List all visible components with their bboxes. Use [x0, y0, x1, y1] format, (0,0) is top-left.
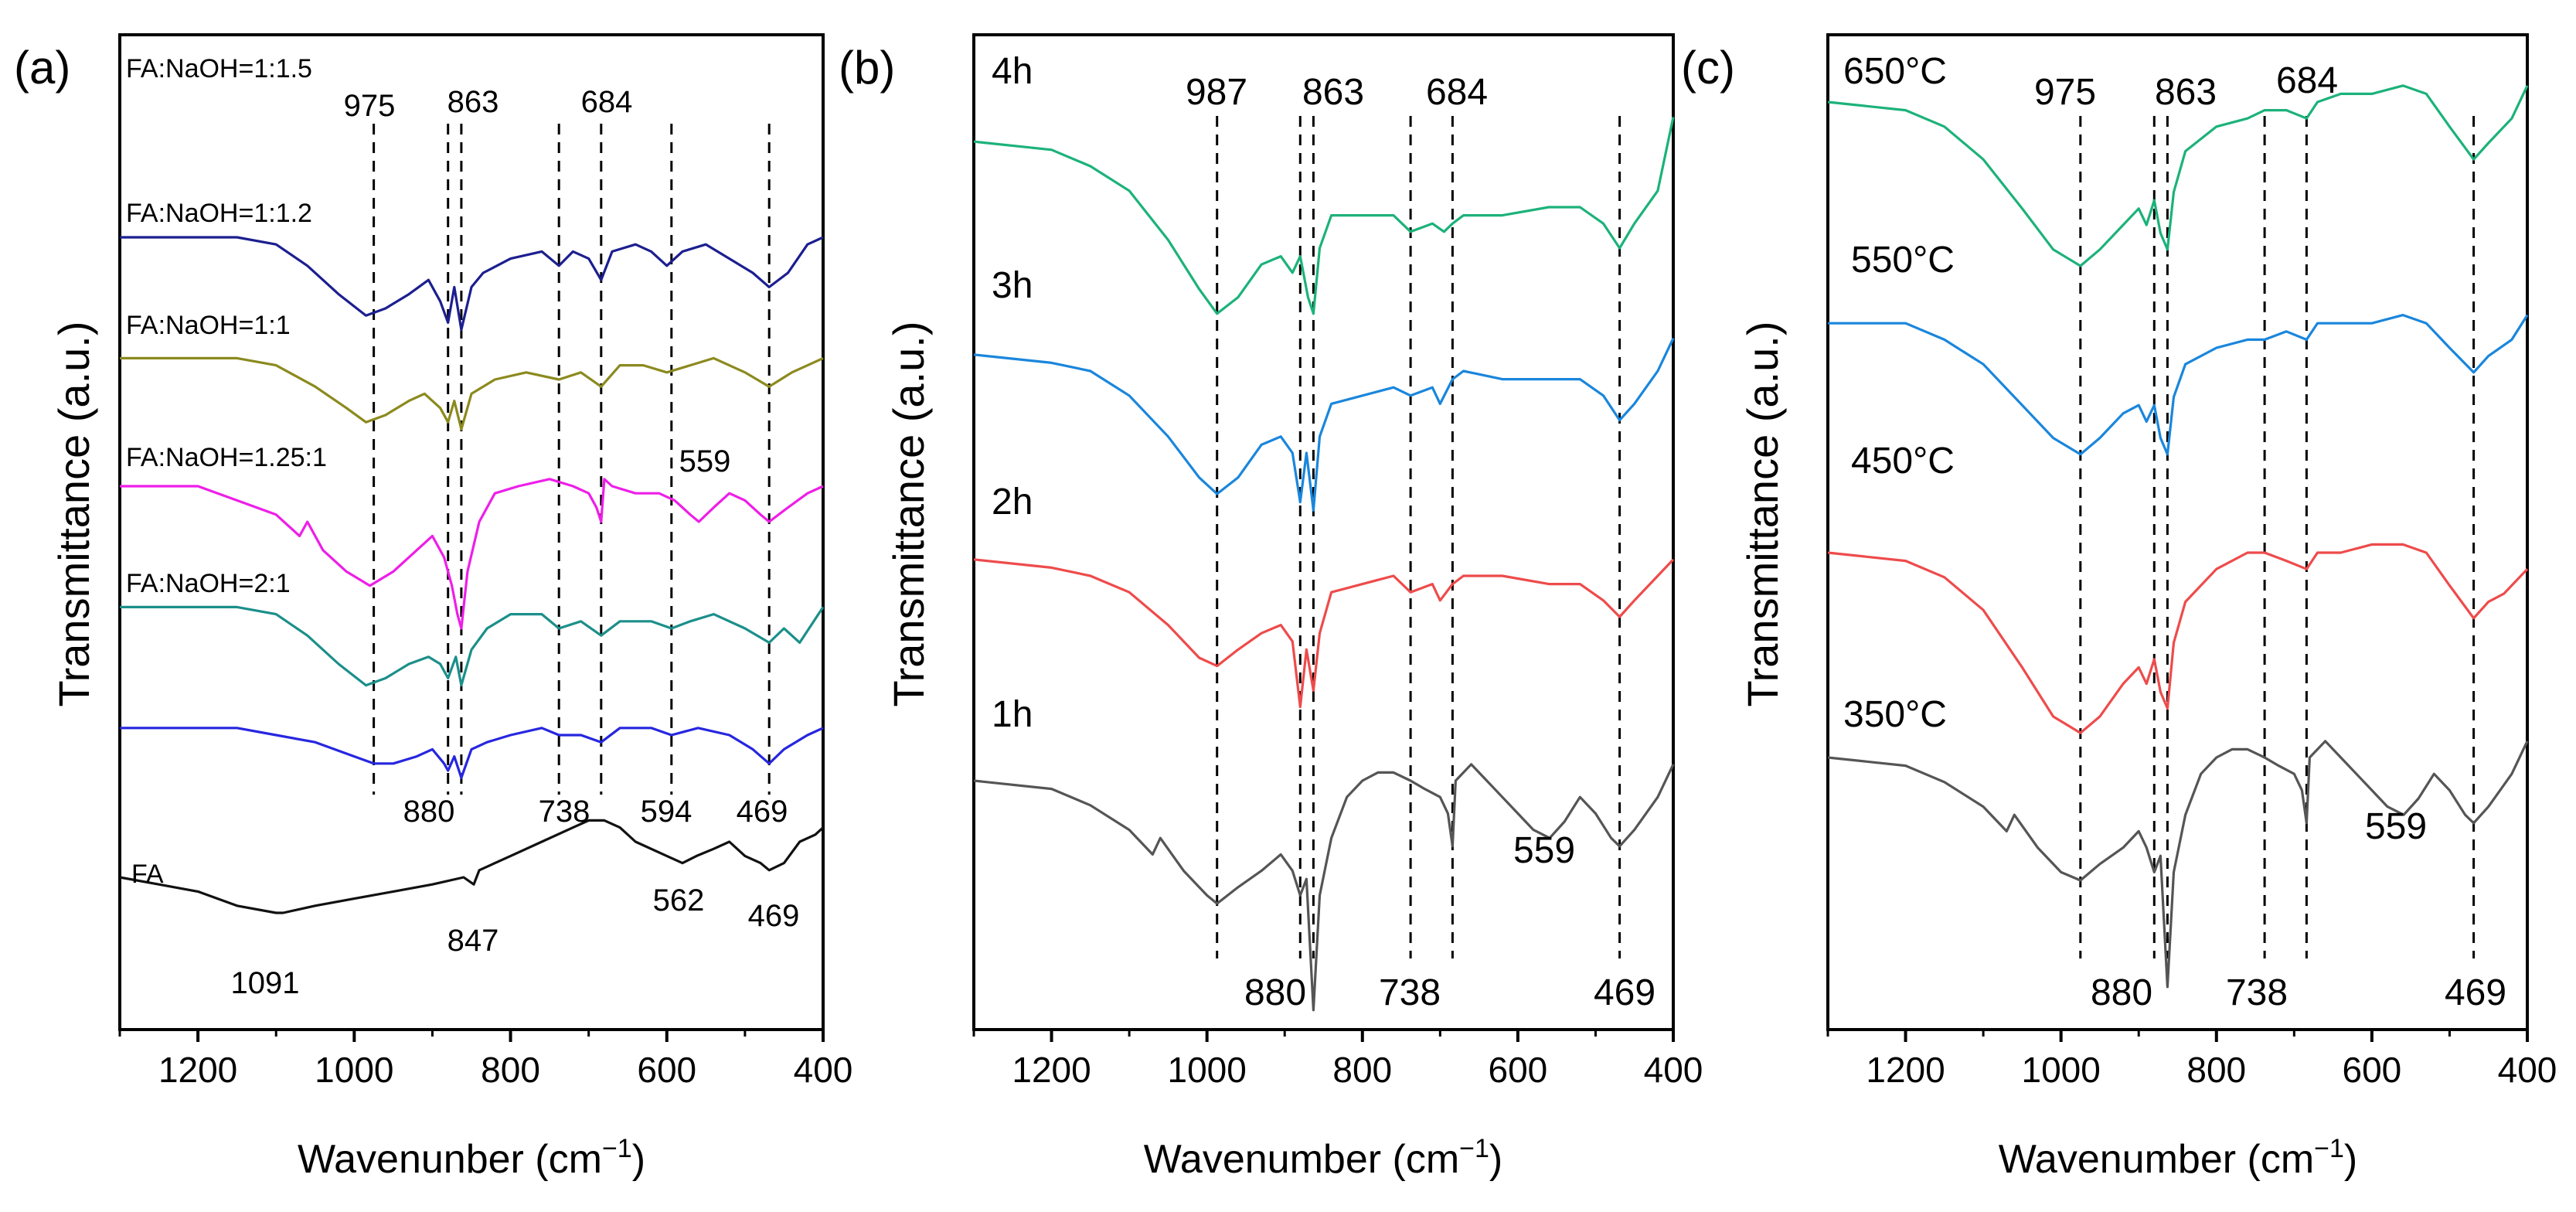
spectrum-350-c — [1827, 740, 2529, 989]
curve-label-fa: FA — [131, 860, 164, 889]
spectra-curves — [973, 117, 1675, 1012]
peak-label-738: 738 — [2226, 972, 2288, 1013]
spectrum-fa-naoh-1.25-1 — [120, 605, 825, 687]
peak-label-594: 594 — [641, 795, 692, 829]
y-axis-label: Transmittance (a.u.) — [884, 322, 933, 707]
spectrum-fa-naoh-1-1 — [120, 478, 824, 630]
panel-label: (b) — [839, 42, 895, 94]
peak-label-469: 469 — [2445, 972, 2506, 1013]
spectra-curves — [1827, 84, 2529, 989]
peak-label-975: 975 — [2034, 72, 2096, 113]
peak-label-847: 847 — [447, 924, 499, 958]
spectrum-550-c — [1828, 314, 2529, 456]
peak-label-469: 469 — [737, 795, 788, 829]
dashed-reference-lines — [373, 124, 771, 795]
spectrum-450-c — [1827, 543, 2529, 734]
x-axis-label: Wavenunber (cm−1) — [298, 1134, 645, 1182]
x-tick-label-800: 800 — [481, 1050, 540, 1090]
x-tick-label-1000: 1000 — [1167, 1050, 1246, 1090]
curve-label-2h: 2h — [992, 482, 1033, 523]
peak-label-684: 684 — [2276, 60, 2338, 101]
peak-label-863: 863 — [1302, 72, 1364, 113]
spectrum-fa — [119, 819, 825, 914]
peak-label-559: 559 — [2365, 806, 2427, 847]
peak-label-880: 880 — [2091, 972, 2152, 1013]
peak-label-863: 863 — [447, 85, 499, 119]
curve-label-fa-naoh-1-1: FA:NaOH=1:1 — [126, 311, 291, 340]
spectrum-650-c — [1827, 84, 2529, 267]
x-tick-label-1200: 1200 — [1866, 1050, 1945, 1090]
curve-label-fa-naoh-2-1: FA:NaOH=2:1 — [126, 569, 291, 598]
x-tick-label-400: 400 — [2498, 1050, 2557, 1090]
panel-a: (a) Transmittance (a.u.) 1200 1000 800 600 4… — [14, 33, 853, 1182]
curve-label-fa-naoh-1-1.2: FA:NaOH=1:1.2 — [126, 199, 312, 228]
spectrum-fa-naoh-1-1.5 — [120, 236, 824, 332]
curve-label-3h: 3h — [992, 265, 1033, 306]
peak-label-469: 469 — [1594, 972, 1656, 1013]
peak-label-684: 684 — [581, 85, 633, 119]
x-tick-label-600: 600 — [1489, 1050, 1548, 1090]
plot-frame — [1826, 33, 2529, 1031]
x-tick-label-800: 800 — [1332, 1050, 1392, 1090]
curve-label-550c: 550°C — [1851, 240, 1955, 281]
peak-label-469-fa: 469 — [748, 899, 800, 933]
x-axis-ticks: 1200 1000 800 600 400 — [118, 1030, 853, 1090]
peak-label-562: 562 — [653, 883, 705, 918]
peak-label-1091: 1091 — [231, 966, 300, 1000]
spectra-curves — [119, 236, 825, 914]
peak-label-975: 975 — [344, 89, 396, 123]
x-axis-label: Wavenumber (cm−1) — [1144, 1134, 1502, 1182]
peak-label-738: 738 — [539, 795, 590, 829]
x-tick-label-800: 800 — [2186, 1050, 2246, 1090]
x-tick-label-400: 400 — [794, 1050, 853, 1090]
x-tick-label-1200: 1200 — [158, 1050, 237, 1090]
peak-label-880: 880 — [403, 795, 455, 829]
panel-label: (c) — [1681, 42, 1735, 94]
spectrum-fa-naoh-2-1 — [120, 727, 824, 779]
x-tick-label-400: 400 — [1644, 1050, 1703, 1090]
panel-c: (c) Transmittance (a.u.) 1200 1000 800 600 4… — [1681, 33, 2557, 1182]
y-axis-label: Transmittance (a.u.) — [49, 322, 98, 707]
x-axis-label: Wavenumber (cm−1) — [1999, 1134, 2357, 1182]
curve-label-fa-naoh-1.25-1: FA:NaOH=1.25:1 — [126, 443, 327, 472]
spectrum-1h — [973, 763, 1675, 1012]
x-tick-label-1000: 1000 — [315, 1050, 393, 1090]
plot-frame — [118, 33, 825, 1031]
spectrum-2h — [973, 558, 1675, 709]
x-tick-label-600: 600 — [2343, 1050, 2402, 1090]
plot-frame — [972, 33, 1675, 1031]
curve-label-fa-naoh-1-1.5: FA:NaOH=1:1.5 — [126, 54, 312, 83]
x-tick-label-1000: 1000 — [2021, 1050, 2100, 1090]
panel-b: (b) Transmittance (a.u.) 1200 1000 800 600 4… — [839, 33, 1703, 1182]
x-axis-ticks: 1200 1000 800 600 400 — [972, 1030, 1703, 1090]
x-tick-label-1200: 1200 — [1012, 1050, 1091, 1090]
y-axis-label: Transmittance (a.u.) — [1738, 322, 1787, 707]
curve-label-350c: 350°C — [1843, 694, 1947, 735]
peak-label-559: 559 — [679, 444, 731, 478]
spectrum-3h — [973, 337, 1675, 512]
curve-label-650c: 650°C — [1843, 51, 1947, 92]
peak-label-559: 559 — [1513, 830, 1575, 871]
peak-label-987: 987 — [1186, 72, 1247, 113]
curve-label-1h: 1h — [992, 694, 1033, 735]
peak-label-738: 738 — [1379, 972, 1441, 1013]
curve-label-4h: 4h — [992, 51, 1033, 92]
dashed-reference-lines — [2079, 116, 2476, 958]
peak-label-863: 863 — [2155, 72, 2217, 113]
peak-label-684: 684 — [1426, 72, 1488, 113]
panel-label: (a) — [14, 42, 70, 94]
spectrum-fa-naoh-1-1.2 — [120, 356, 824, 431]
curve-label-450c: 450°C — [1851, 441, 1955, 482]
spectrum-4h — [973, 117, 1675, 315]
peak-label-880: 880 — [1244, 972, 1306, 1013]
x-axis-ticks: 1200 1000 800 600 400 — [1826, 1030, 2557, 1090]
x-tick-label-600: 600 — [637, 1050, 696, 1090]
